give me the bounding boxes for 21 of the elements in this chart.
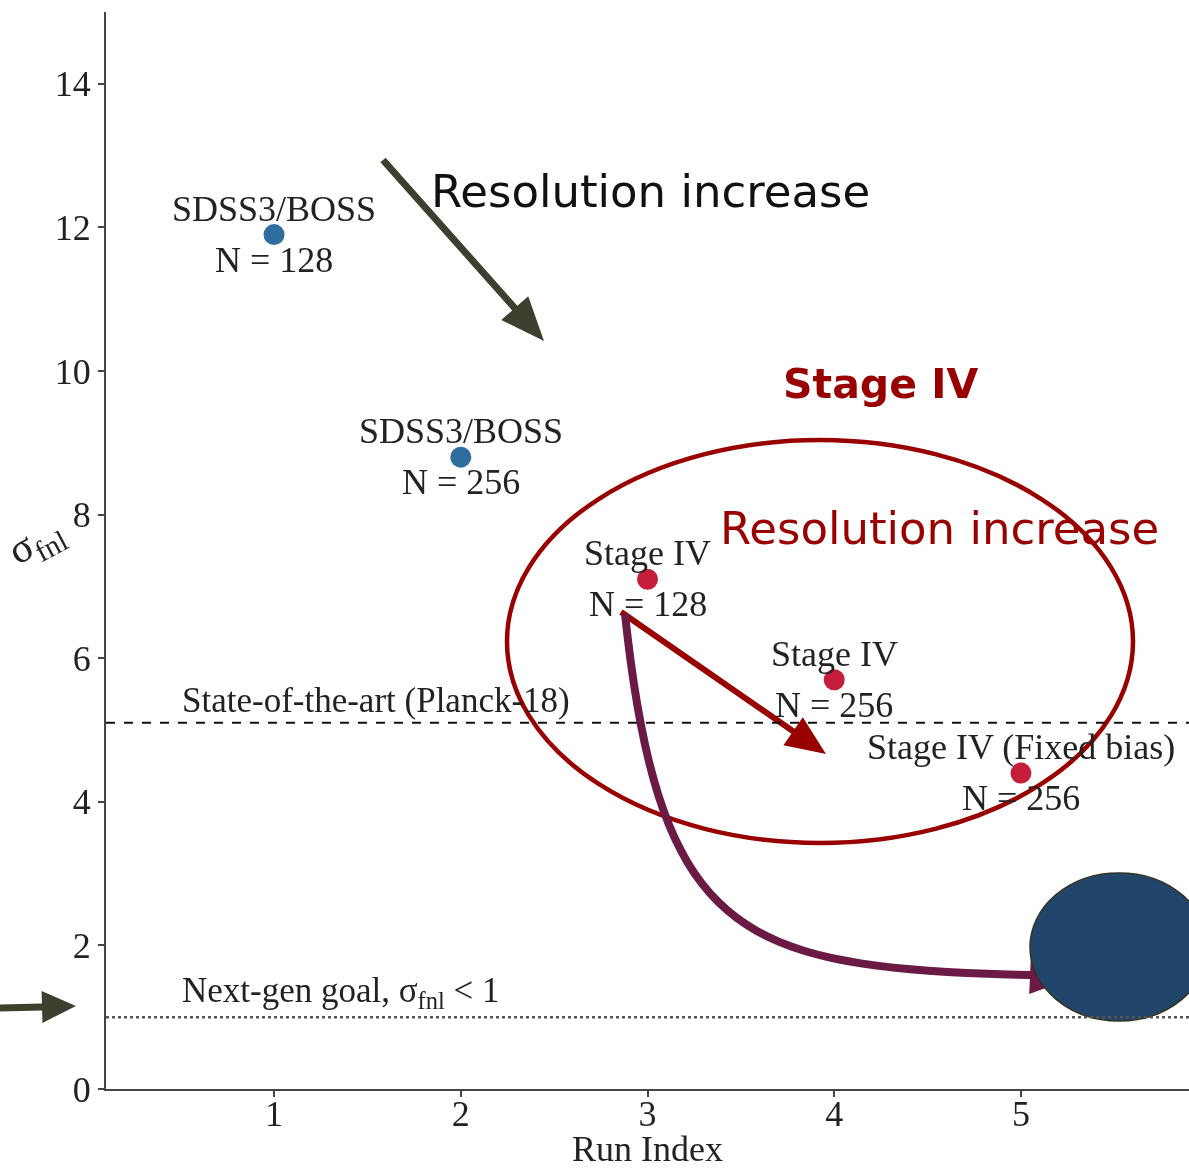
annotation: Stage IV N = 128 <box>584 533 711 624</box>
annotation: SDSS3/BOSS N = 128 <box>172 189 377 280</box>
y-tick-label: 6 <box>72 638 91 679</box>
y-tick-label: 14 <box>54 64 91 105</box>
y-tick-label: 8 <box>72 495 91 536</box>
y-tick-label: 2 <box>72 926 91 966</box>
x-tick-label: 1 <box>265 1094 284 1135</box>
annotation: Stage IV N = 256 <box>771 634 898 725</box>
ref-line-label: Next-gen goal, σ$_{fnl}$ < 1 <box>182 971 500 1015</box>
y-tick-label: 10 <box>54 351 91 392</box>
x-tick-label: 2 <box>451 1094 470 1135</box>
annotation: Stage IV <box>783 360 979 408</box>
point <box>450 446 472 468</box>
point <box>263 224 285 246</box>
annotation: Resolution increase <box>431 165 871 218</box>
x-tick-label: 4 <box>825 1094 844 1135</box>
annotation: SDSS3/BOSS N = 256 <box>359 411 564 502</box>
y-tick-label: 12 <box>54 208 91 248</box>
y-tick-label: 4 <box>72 782 91 823</box>
y-tick-label: 0 <box>72 1069 91 1110</box>
x-tick-label: 5 <box>1011 1094 1030 1135</box>
